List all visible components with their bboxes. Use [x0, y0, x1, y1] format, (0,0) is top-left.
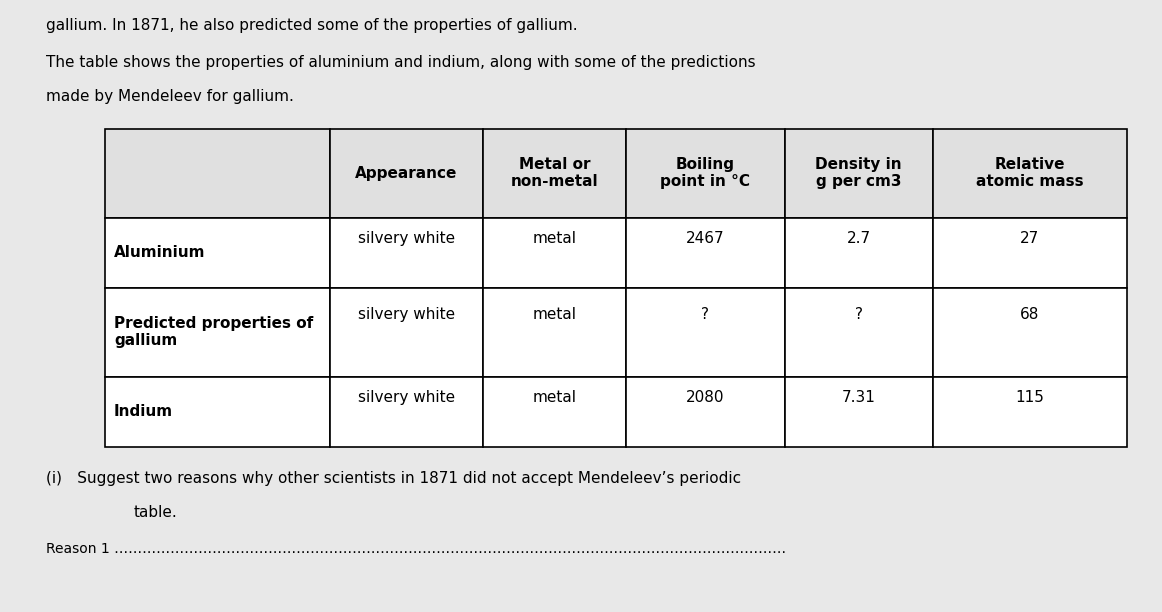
Bar [933, 218, 1127, 288]
Bar [626, 129, 784, 218]
Text: 2.7: 2.7 [847, 231, 870, 246]
Bar [483, 377, 626, 447]
Text: (i) Suggest two reasons why other scientists in 1871 did not accept Mendeleev’s : (i) Suggest two reasons why other scient… [46, 471, 741, 487]
Text: silvery white: silvery white [358, 307, 454, 322]
Bar [784, 129, 933, 218]
Bar [105, 218, 330, 288]
Bar [483, 129, 626, 218]
Bar [330, 129, 483, 218]
Text: 7.31: 7.31 [841, 390, 876, 405]
Text: Appearance: Appearance [356, 166, 458, 181]
Text: table.: table. [134, 505, 178, 520]
Text: Density in
g per cm3: Density in g per cm3 [816, 157, 902, 189]
Bar [626, 288, 784, 377]
Text: 115: 115 [1016, 390, 1045, 405]
Bar [105, 377, 330, 447]
Text: metal: metal [532, 231, 576, 246]
Bar [933, 377, 1127, 447]
Bar [626, 218, 784, 288]
Bar [483, 288, 626, 377]
Text: Relative
atomic mass: Relative atomic mass [976, 157, 1084, 189]
Text: Boiling
point in °C: Boiling point in °C [660, 157, 751, 189]
Bar [626, 377, 784, 447]
Bar [933, 288, 1127, 377]
Text: Predicted properties of
gallium: Predicted properties of gallium [114, 316, 313, 348]
Bar [105, 288, 330, 377]
Text: 27: 27 [1020, 231, 1040, 246]
Text: Indium: Indium [114, 405, 173, 419]
Bar [784, 288, 933, 377]
Bar [784, 218, 933, 288]
Bar [933, 129, 1127, 218]
Text: The table shows the properties of aluminium and indium, along with some of the p: The table shows the properties of alumin… [46, 55, 756, 70]
Text: ?: ? [855, 307, 862, 322]
Bar [330, 377, 483, 447]
Bar [330, 288, 483, 377]
Bar [483, 218, 626, 288]
Text: gallium. In 1871, he also predicted some of the properties of gallium.: gallium. In 1871, he also predicted some… [46, 18, 579, 34]
Bar [330, 218, 483, 288]
Text: Reason 1 ………………………………………………………………………………………………………………………………: Reason 1 …………………………………………………………………………………… [46, 542, 787, 556]
Text: ?: ? [702, 307, 709, 322]
Text: silvery white: silvery white [358, 231, 454, 246]
Bar [784, 377, 933, 447]
Text: metal: metal [532, 390, 576, 405]
Text: silvery white: silvery white [358, 390, 454, 405]
Text: made by Mendeleev for gallium.: made by Mendeleev for gallium. [46, 89, 294, 104]
Text: 2080: 2080 [686, 390, 725, 405]
Text: 2467: 2467 [686, 231, 725, 246]
Text: Aluminium: Aluminium [114, 245, 206, 260]
Text: metal: metal [532, 307, 576, 322]
Bar [105, 129, 330, 218]
Text: Metal or
non-metal: Metal or non-metal [510, 157, 598, 189]
Text: 68: 68 [1020, 307, 1040, 322]
